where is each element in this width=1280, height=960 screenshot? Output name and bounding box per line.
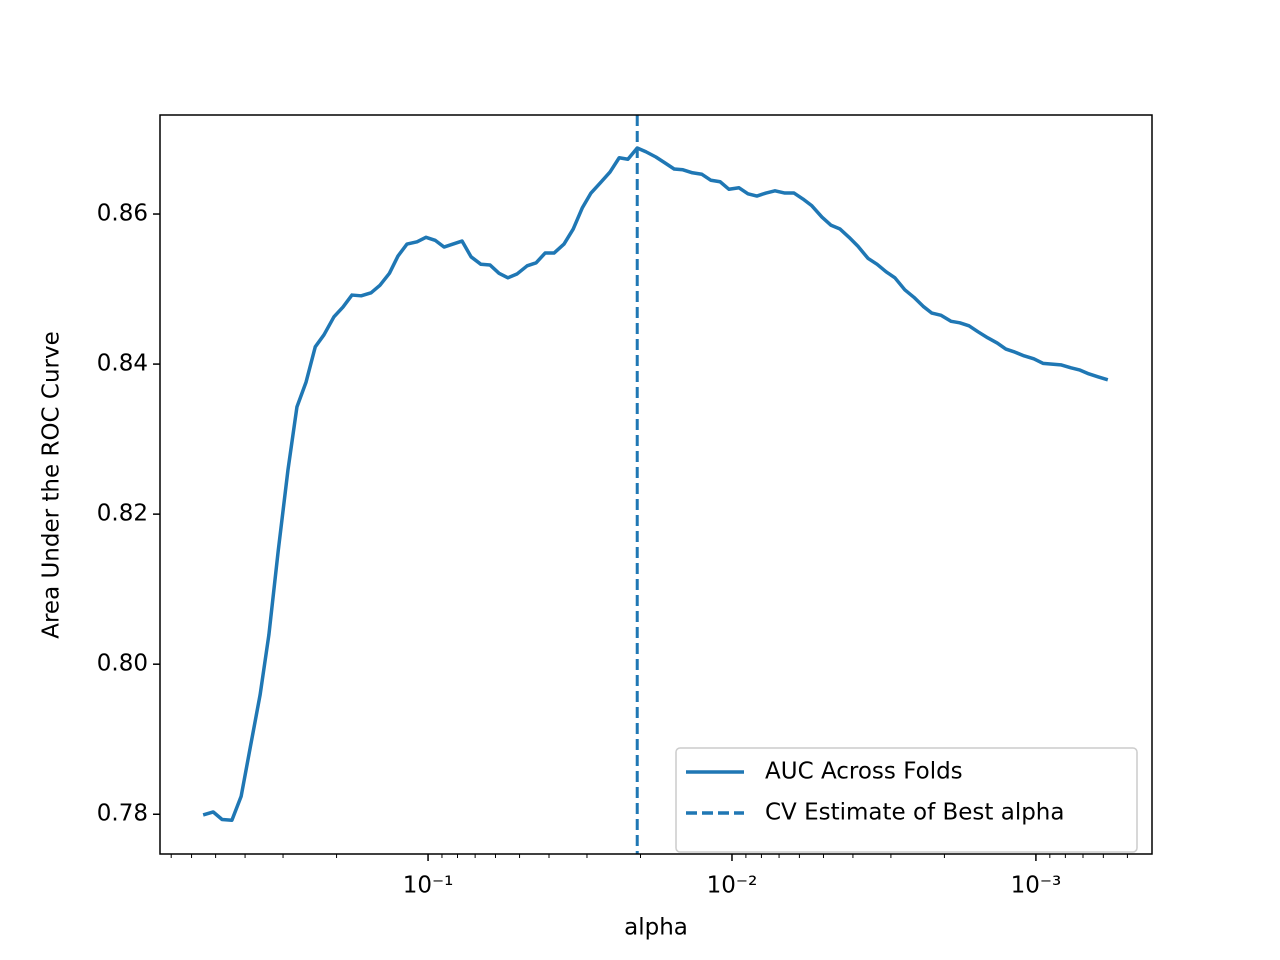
legend-label: CV Estimate of Best alpha [765, 800, 1064, 826]
y-tick-label: 0.82 [97, 501, 148, 527]
y-axis-label: Area Under the ROC Curve [39, 331, 65, 639]
x-tick-label: 10⁻¹ [403, 873, 454, 899]
plot-frame [159, 114, 1153, 855]
legend-box [675, 747, 1138, 853]
data-line [202, 146, 1109, 822]
y-tick-label: 0.80 [97, 651, 148, 677]
x-tick-label: 10⁻³ [1011, 873, 1062, 899]
y-tick-label: 0.78 [97, 801, 148, 827]
x-tick-label: 10⁻² [707, 873, 758, 899]
y-tick-label: 0.84 [97, 351, 148, 377]
y-tick-label: 0.86 [97, 201, 148, 227]
x-axis-label: alpha [624, 915, 688, 941]
legend-label: AUC Across Folds [765, 759, 963, 785]
